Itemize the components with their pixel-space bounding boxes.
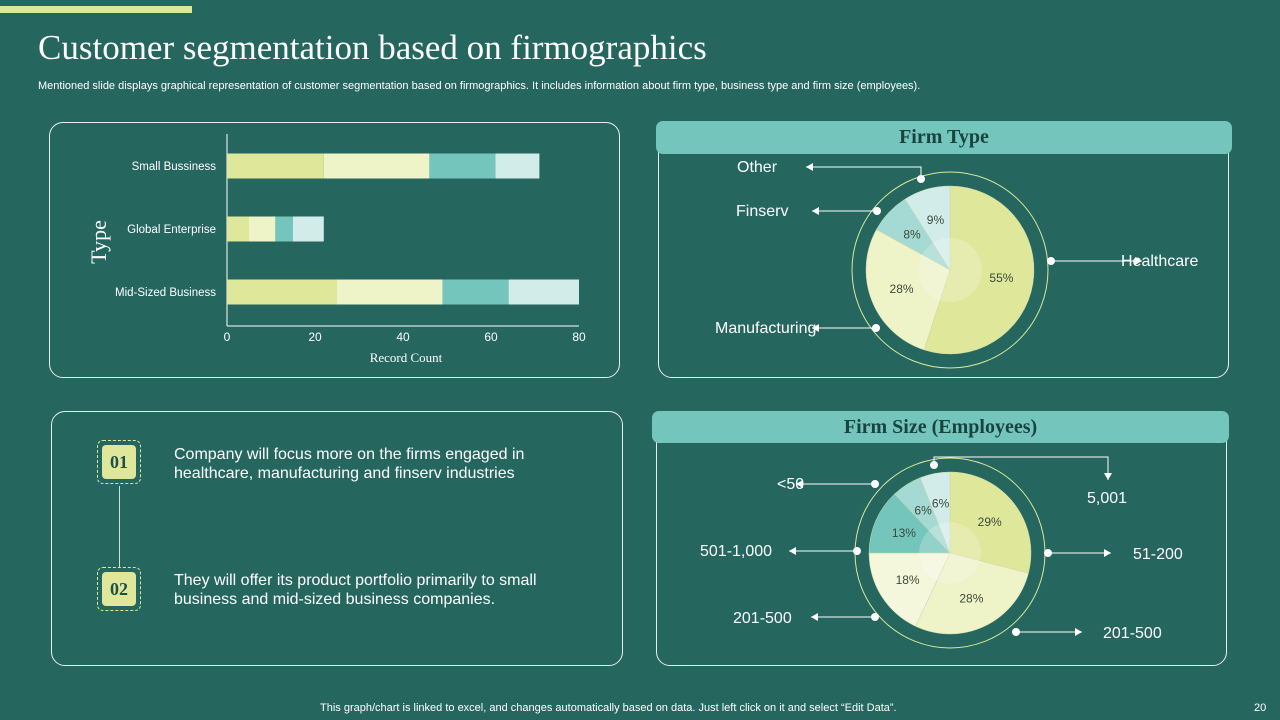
pie-slice (919, 471, 951, 554)
x-tick-label: 80 (572, 330, 586, 344)
pie-value-label: 29% (978, 515, 1002, 529)
pie-value-label: 28% (959, 591, 983, 605)
firm-size-pie[interactable]: 29% 28% 18% 13% 6% 6% (656, 443, 1227, 666)
point-text: They will offer its product portfolio pr… (174, 572, 537, 608)
arrow-head (1075, 628, 1082, 636)
label-201-500-right: 201-500 (1103, 625, 1162, 642)
arrow-head (796, 480, 803, 488)
pie-value-label: 18% (896, 573, 920, 587)
label-healthcare: Healthcare (1121, 253, 1199, 270)
bar-segment (442, 279, 509, 305)
bar-segment (323, 153, 430, 179)
pie-value-label: 28% (890, 282, 914, 296)
pie-slice (904, 185, 951, 271)
arrow-head (789, 547, 796, 555)
pie-value-label: 6% (932, 497, 950, 511)
category-label: Mid-Sized Business (115, 287, 216, 299)
firm-type-header: Firm Type (656, 121, 1232, 154)
arrow-head (1104, 473, 1112, 480)
connector-line (119, 486, 120, 568)
bar-segment (249, 216, 276, 242)
accent-bar (0, 6, 192, 13)
bar-segment (495, 153, 540, 179)
label-51-200: 51-200 (1133, 546, 1183, 563)
arrow-head (812, 324, 819, 332)
connector-dot (871, 480, 879, 488)
footer-note: This graph/chart is linked to excel, and… (320, 702, 897, 714)
bar-segment (337, 279, 443, 305)
page-number: 20 (1254, 702, 1267, 714)
pie-slice (868, 552, 951, 627)
connector-dot (873, 207, 881, 215)
firm-size-header: Firm Size (Employees) (652, 411, 1229, 443)
arrow-head (1104, 549, 1111, 557)
label-5001: 5,001 (1087, 490, 1128, 507)
pie-slice (923, 185, 1035, 355)
bar-segment (227, 216, 249, 242)
label-manufacturing: Manufacturing (715, 320, 817, 337)
connector-dot (1044, 549, 1052, 557)
pie-slice (915, 552, 1029, 635)
connector-dot (871, 613, 879, 621)
page-subtitle: Mentioned slide displays graphical repre… (38, 80, 921, 92)
label-501-1000: 501-1,000 (700, 543, 773, 560)
bar-segment (227, 279, 337, 305)
bar-segment (275, 216, 293, 242)
pie-center-highlight (918, 238, 982, 302)
pie-slice (865, 229, 951, 351)
key-points-panel (51, 411, 623, 666)
page-title: Customer segmentation based on firmograp… (38, 28, 707, 67)
pie-value-label: 55% (989, 271, 1013, 285)
x-tick-label: 40 (396, 330, 410, 344)
point-text: Company will focus more on the firms eng… (174, 446, 525, 482)
pie-value-label: 13% (892, 526, 916, 540)
pie-slice (868, 493, 951, 554)
point-number-badge: 02 (97, 567, 141, 611)
bar-chart-panel (49, 122, 620, 378)
pie-value-label: 9% (927, 213, 945, 227)
y-axis-title: Type (86, 220, 111, 264)
connector-dot (853, 547, 861, 555)
connector-dot (930, 461, 938, 469)
label-other: Other (737, 159, 778, 176)
x-tick-label: 0 (224, 330, 231, 344)
x-axis-title: Record Count (370, 350, 443, 365)
connector-dot (1012, 628, 1020, 636)
connector-dot (917, 175, 925, 183)
category-label: Global Enterprise (127, 224, 216, 236)
arrow-head (811, 613, 818, 621)
category-label: Small Bussiness (132, 161, 217, 173)
pie-value-label: 6% (914, 504, 932, 518)
arrow-head (1135, 257, 1142, 265)
x-tick-label: 60 (484, 330, 498, 344)
bar-chart[interactable]: Small Bussiness Global Enterprise Mid-Size… (49, 122, 620, 378)
label-finserv: Finserv (736, 203, 789, 220)
bar-segment (429, 153, 496, 179)
bar-segment (293, 216, 324, 242)
firm-type-pie[interactable]: 55% 28% 8% 9% (658, 154, 1229, 378)
pie-value-label: 8% (903, 227, 921, 241)
pie-center-highlight (919, 522, 981, 584)
connector-dot (1047, 257, 1055, 265)
leader-line (806, 166, 922, 179)
connector-dot (872, 324, 880, 332)
label-201-500-left: 201-500 (733, 610, 792, 627)
point-number-badge: 01 (97, 440, 141, 484)
pie-slice (949, 471, 1032, 574)
label-lt50: <50 (777, 476, 805, 493)
arrow-head (806, 163, 813, 171)
arrow-head (812, 207, 819, 215)
bar-segment (508, 279, 579, 305)
pie-ring (851, 171, 1049, 369)
x-tick-label: 20 (308, 330, 322, 344)
bar-segment (227, 153, 324, 179)
